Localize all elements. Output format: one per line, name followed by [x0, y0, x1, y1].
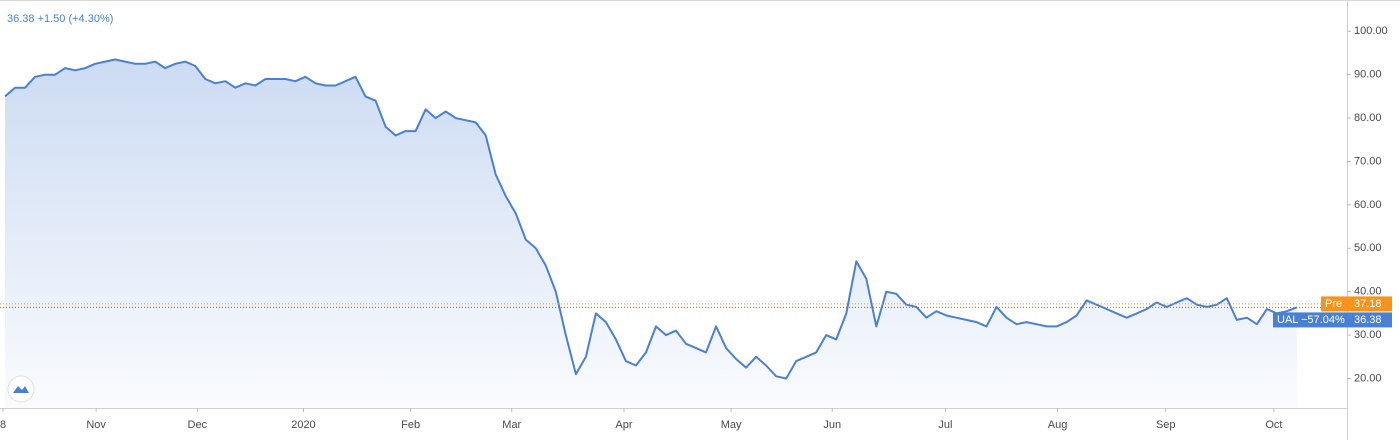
x-tick-label: Jul: [938, 419, 952, 431]
x-tick-label: Oct: [1265, 419, 1282, 431]
y-tick-label: 30.00: [1354, 329, 1382, 341]
price-tag-name: UAL: [1277, 314, 1298, 326]
price-tag-change: −57.04%: [1301, 314, 1345, 326]
price-line: [4, 58, 1298, 380]
area-fill: [5, 59, 1297, 408]
x-tick-label: Aug: [1048, 419, 1068, 431]
x-tick-label: Nov: [86, 419, 106, 431]
price-tag: Pre 37.18: [1321, 296, 1392, 312]
x-tick-label: Feb: [401, 419, 420, 431]
y-tick-label: 70.00: [1354, 155, 1382, 167]
logo: [7, 375, 35, 403]
y-tick-label: 90.00: [1354, 69, 1382, 81]
price-tag-value: 36.38: [1354, 314, 1382, 326]
x-tick-label: Apr: [615, 419, 632, 431]
price-tag-box: [1321, 296, 1392, 312]
x-tick-label: May: [721, 419, 742, 431]
y-tick-label: 80.00: [1354, 112, 1382, 124]
x-tick-label: 8: [0, 419, 6, 431]
y-tick-label: 100.00: [1354, 25, 1388, 37]
y-tick-label: 40.00: [1354, 286, 1382, 298]
price-tag-name: Pre: [1325, 298, 1342, 310]
x-tick-label: Dec: [188, 419, 208, 431]
price-tag: UAL −57.04% 36.38: [1273, 312, 1392, 328]
y-tick-label: 60.00: [1354, 199, 1382, 211]
x-tick-label: Mar: [502, 419, 521, 431]
x-tick-label: Jun: [823, 419, 841, 431]
y-tick-label: 20.00: [1354, 372, 1382, 384]
price-tag-value: 37.18: [1354, 298, 1382, 310]
x-tick-label: Sep: [1156, 419, 1176, 431]
plot: [4, 58, 1298, 408]
header-price: 36.38 +1.50 (+4.30%): [7, 13, 113, 25]
x-tick-label: 2020: [291, 419, 315, 431]
y-tick-label: 50.00: [1354, 242, 1382, 254]
price-tag-box: [1273, 312, 1392, 328]
